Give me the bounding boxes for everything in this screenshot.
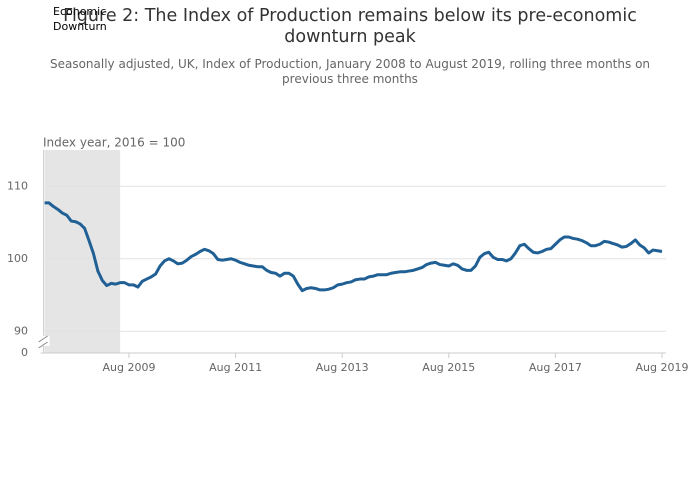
- chart-subtitle: Seasonally adjusted, UK, Index of Produc…: [49, 57, 651, 86]
- x-tick-label: Aug 2017: [529, 361, 582, 374]
- chart-title: Figure 2: The Index of Production remain…: [63, 6, 637, 47]
- axis-break: [38, 335, 48, 343]
- y-tick-label: 110: [7, 179, 28, 192]
- x-tick-label: Aug 2015: [422, 361, 475, 374]
- y-tick-label: 90: [14, 324, 28, 337]
- x-tick-label: Aug 2009: [103, 361, 156, 374]
- shaded-region: [44, 150, 121, 353]
- y-axis-label: Index year, 2016 = 100: [43, 136, 185, 150]
- x-tick-label: Aug 2011: [209, 361, 262, 374]
- y-tick-label: 0: [21, 346, 28, 359]
- axis-break-gap: [37, 336, 50, 346]
- x-tick-label: Aug 2013: [316, 361, 369, 374]
- y-tick-label: 100: [7, 252, 28, 265]
- line-series: [44, 201, 663, 293]
- legend-entry: Economic Downturn: [53, 5, 107, 33]
- axis-break: [38, 341, 48, 349]
- x-tick-label: Aug 2019: [636, 361, 689, 374]
